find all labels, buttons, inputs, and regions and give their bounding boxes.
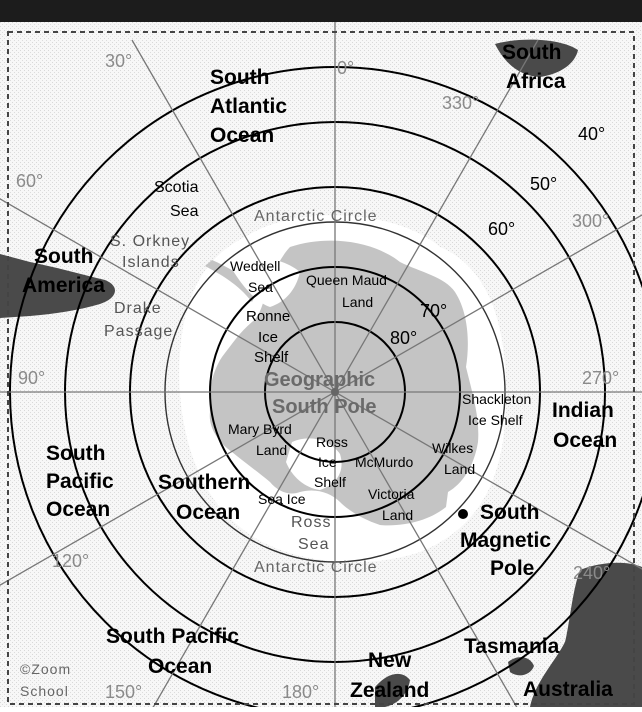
lon-30: 30° [105,51,132,71]
south-atlantic-ocean-label: South Atlantic Ocean [210,66,293,147]
south-africa-landmass [495,39,578,77]
australia-label: Australia [523,678,613,701]
drake-passage-label: Drake Passage [104,300,173,340]
victoria-land-label: Victoria Land [368,486,418,523]
lat-80: 80° [390,328,417,348]
antarctic-circle-label-bottom: Antarctic Circle [254,559,378,576]
antarctic-peninsula [205,260,258,302]
sea-ice-label: Sea Ice [258,491,306,507]
marie-byrd-land-label: Mary Byrd Land [228,421,296,458]
map-svg: 0° 30° 60° 90° 120° 150° 180° 240° 270° … [0,22,642,712]
lon-150: 150° [105,682,142,702]
lon-270: 270° [582,368,619,388]
geographic-pole-marker [331,388,339,396]
scotia-sea-label: Scotia Sea [154,179,203,220]
shackleton-ice-shelf-label: Shackleton Ice Shelf [462,391,535,428]
south-america-landmass [0,254,116,318]
lat-40: 40° [578,124,605,144]
map-border [7,31,635,705]
s-orkney-islands-label: S. Orkney Islands [110,233,196,271]
lat-50: 50° [530,174,557,194]
wilkes-land-label: Wilkes Land [432,440,477,477]
ross-indent [286,438,342,490]
south-america-label: South America [22,245,105,297]
lon-60: 60° [16,171,43,191]
magnetic-pole-marker [458,509,468,519]
south-pacific-ocean-bottom-label: South Pacific Ocean [106,625,245,678]
queen-maud-land-label: Queen Maud Land [306,272,391,310]
top-bar [0,0,642,22]
tasmania-landmass [508,657,534,676]
lon-90: 90° [18,368,45,388]
antarctica-map: 0° 30° 60° 90° 120° 150° 180° 240° 270° … [0,22,642,712]
zoom-school-credit: ©Zoom School [20,661,76,699]
lat-70: 70° [420,301,447,321]
lon-330: 330° [442,93,479,113]
lat-60: 60° [488,219,515,239]
mcmurdo-label: McMurdo [355,454,414,470]
indian-ocean-label: Indian Ocean [552,399,620,452]
new-zealand-label: New Zealand [350,649,429,702]
lon-300: 300° [572,211,609,231]
weddell-sea-label: Weddell Sea [230,258,284,295]
south-pacific-ocean-left-label: South Pacific Ocean [46,442,120,521]
ronne-ice-shelf-label: Ronne Ice Shelf [246,308,294,366]
ross-sea-label: Ross Sea [291,514,337,553]
australia-landmass [530,562,642,707]
lon-240: 240° [573,563,610,583]
south-magnetic-pole-label: South Magnetic Pole [460,501,557,580]
new-zealand-landmass [375,673,410,707]
southern-ocean-label: Southern Ocean [158,471,256,524]
tasmania-label: Tasmania [464,635,560,658]
antarctic-circle-label-top: Antarctic Circle [254,208,378,225]
ross-ice-shelf-label: Ross Ice Shelf [314,434,352,490]
lon-120: 120° [52,551,89,571]
antarctica-landmass [209,240,479,526]
lon-0: 0° [337,58,354,78]
lon-180: 180° [282,682,319,702]
geographic-south-pole-label: Geographic South Pole [264,369,381,418]
south-africa-label: South Africa [502,41,567,93]
weddell-indent [228,257,300,307]
